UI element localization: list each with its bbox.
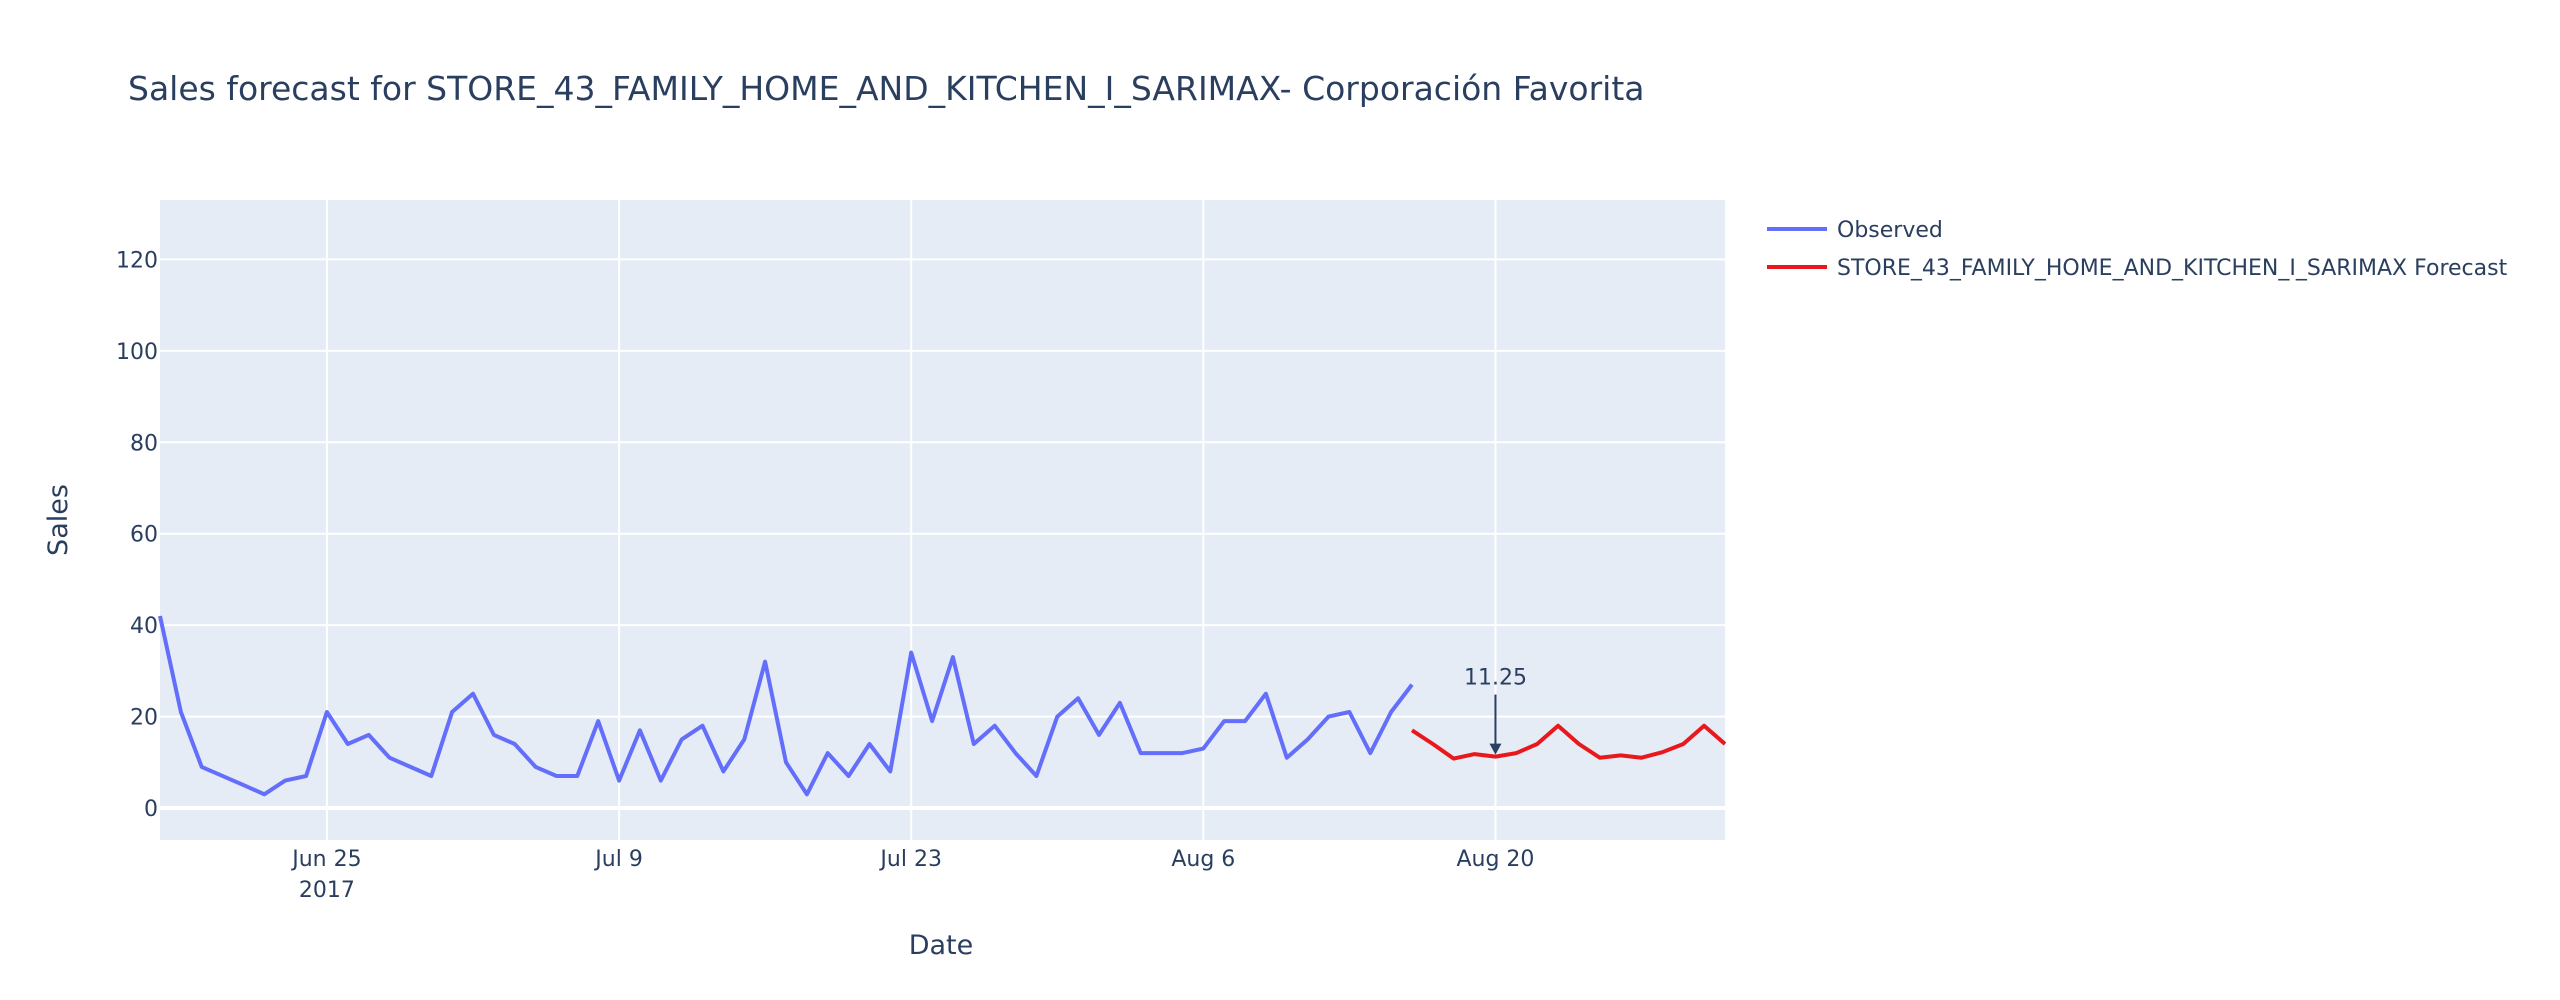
y-tick-label: 20 <box>130 706 158 731</box>
observed-line <box>158 615 1414 797</box>
annotation-arrow-head <box>1489 743 1502 755</box>
x-tick-label: Aug 20 <box>1456 847 1534 872</box>
legend: Observed STORE_43_FAMILY_HOME_AND_KITCHEN… <box>1767 218 2508 281</box>
x-tick-label: Jun 25 <box>290 847 361 872</box>
chart-title: Sales forecast for STORE_43_FAMILY_HOME_… <box>128 69 1645 108</box>
legend-label: Observed <box>1837 218 1943 243</box>
legend-label: STORE_43_FAMILY_HOME_AND_KITCHEN_I_SARIM… <box>1837 256 2508 281</box>
x-axis-title: Date <box>909 930 974 961</box>
x-tick-label: Jul 9 <box>593 847 643 872</box>
y-tick-label: 60 <box>130 523 158 548</box>
y-tick-label: 40 <box>130 614 158 639</box>
forecast-line <box>1410 723 1727 761</box>
x-tick-sublabel: 2017 <box>299 878 355 903</box>
x-tick-label: Jul 23 <box>878 847 942 872</box>
y-tick-label: 80 <box>130 431 158 456</box>
y-axis-title: Sales <box>43 484 74 556</box>
y-tick-label: 0 <box>144 797 158 822</box>
annotation-label: 11.25 <box>1464 666 1527 691</box>
x-tick-label: Aug 6 <box>1171 847 1235 872</box>
y-tick-label: 120 <box>116 248 158 273</box>
plot-area <box>160 200 1725 840</box>
y-tick-label: 100 <box>116 340 158 365</box>
